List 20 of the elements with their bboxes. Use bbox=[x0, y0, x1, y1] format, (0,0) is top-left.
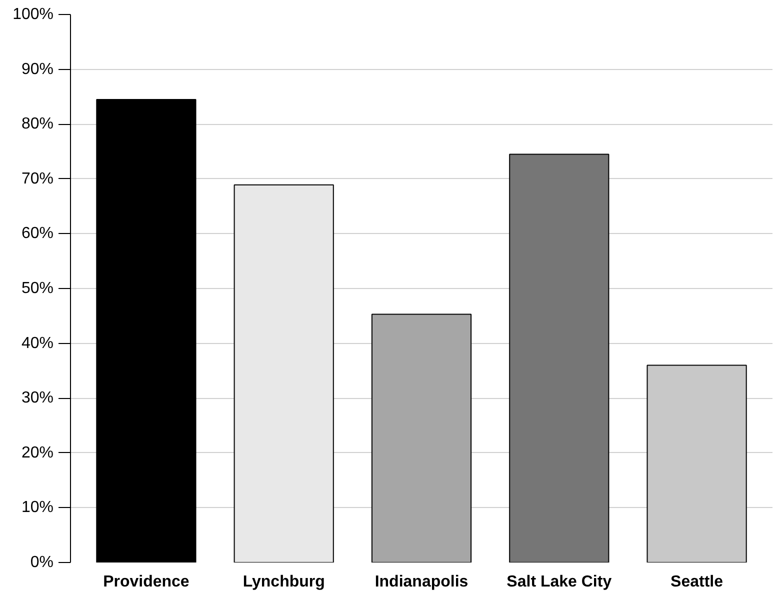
x-tick-label: Lynchburg bbox=[242, 574, 325, 590]
y-tick-label: 40% bbox=[21, 334, 54, 352]
y-tick-label: 90% bbox=[21, 60, 54, 78]
y-tick-label: 70% bbox=[21, 170, 54, 188]
y-tick-label: 30% bbox=[21, 390, 54, 407]
bar bbox=[509, 154, 610, 562]
bar bbox=[234, 184, 334, 562]
y-tick-label: 10% bbox=[21, 499, 54, 516]
y-tick-label: 50% bbox=[21, 280, 54, 297]
bar bbox=[371, 314, 472, 562]
x-tick-label: Salt Lake City bbox=[506, 574, 612, 590]
y-tick-label: 60% bbox=[21, 225, 54, 242]
y-tick-label: 20% bbox=[21, 444, 54, 462]
x-tick-label: Providence bbox=[103, 574, 190, 590]
y-tick-label: 80% bbox=[21, 116, 54, 133]
y-tick-label: 100% bbox=[12, 6, 54, 23]
x-tick-label: Seattle bbox=[670, 574, 724, 590]
y-tick-label: 0% bbox=[30, 554, 54, 571]
x-tick-label: Indianapolis bbox=[374, 574, 468, 590]
bar bbox=[96, 98, 196, 562]
